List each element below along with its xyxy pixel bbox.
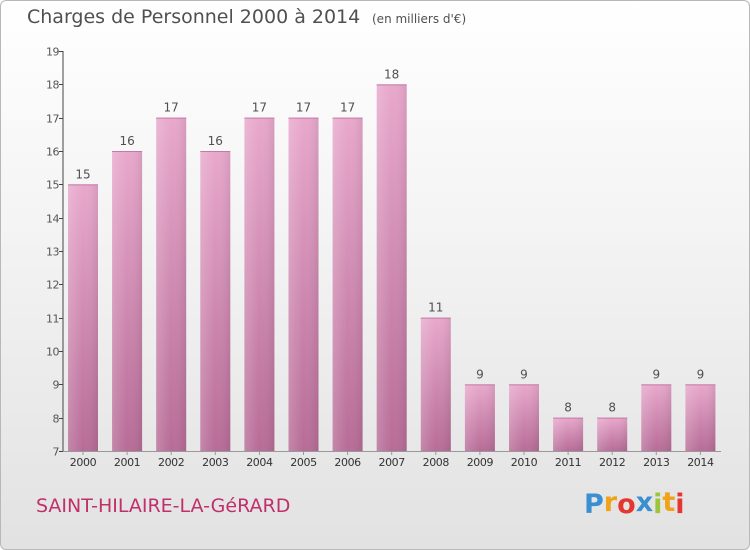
x-tick-label: 2014 bbox=[687, 456, 714, 469]
y-tick-label: 10 bbox=[46, 346, 59, 359]
data-label: 17 bbox=[296, 101, 311, 115]
y-tick-label: 11 bbox=[46, 313, 59, 326]
bar-shade bbox=[200, 151, 231, 451]
logo-letter: t bbox=[662, 487, 676, 518]
data-label: 9 bbox=[520, 367, 528, 381]
data-label: 9 bbox=[652, 367, 660, 381]
y-tick-label: 14 bbox=[46, 213, 59, 226]
bar-shade bbox=[156, 117, 187, 452]
y-tick-label: 18 bbox=[46, 79, 59, 92]
bar-shade bbox=[112, 151, 143, 451]
x-tick-label: 2000 bbox=[70, 456, 97, 469]
bar-shade bbox=[288, 117, 319, 452]
data-label: 18 bbox=[384, 67, 399, 81]
data-label: 17 bbox=[252, 101, 267, 115]
x-tick-label: 2009 bbox=[467, 456, 494, 469]
logo-letter: x bbox=[635, 487, 654, 518]
data-label: 9 bbox=[476, 367, 484, 381]
bar-shade bbox=[420, 317, 451, 451]
data-label: 17 bbox=[340, 101, 355, 115]
proxiti-logo: Proxiti bbox=[584, 487, 685, 520]
x-tick-label: 2011 bbox=[555, 456, 581, 469]
x-tick-label: 2008 bbox=[423, 456, 450, 469]
y-tick-label: 17 bbox=[46, 113, 59, 126]
logo-letter: i bbox=[653, 489, 663, 520]
bar-shade bbox=[376, 84, 407, 451]
x-tick-label: 2012 bbox=[599, 456, 625, 469]
bar-shade bbox=[553, 417, 584, 451]
y-tick-label: 7 bbox=[53, 446, 60, 459]
x-tick-label: 2010 bbox=[511, 456, 538, 469]
bar-shade bbox=[464, 384, 495, 451]
bar-shade bbox=[244, 117, 275, 452]
data-label: 8 bbox=[564, 401, 572, 415]
data-label: 11 bbox=[428, 301, 443, 315]
x-tick-label: 2006 bbox=[334, 456, 361, 469]
y-tick-label: 15 bbox=[46, 179, 59, 192]
logo-letter: o bbox=[617, 489, 636, 520]
x-tick-label: 2001 bbox=[114, 456, 140, 469]
data-label: 8 bbox=[608, 401, 616, 415]
data-label: 16 bbox=[119, 134, 134, 148]
bar-shade bbox=[332, 117, 363, 452]
data-label: 16 bbox=[208, 134, 223, 148]
x-tick-label: 2005 bbox=[290, 456, 317, 469]
logo-letter: P bbox=[584, 489, 604, 520]
bar-shade bbox=[641, 384, 672, 451]
y-tick-label: 13 bbox=[46, 246, 59, 259]
data-label: 9 bbox=[697, 367, 705, 381]
x-tick-label: 2002 bbox=[158, 456, 184, 469]
logo-letter: i bbox=[675, 489, 685, 520]
y-tick-label: 12 bbox=[46, 279, 59, 292]
x-tick-label: 2003 bbox=[202, 456, 229, 469]
data-label: 17 bbox=[164, 101, 179, 115]
data-label: 15 bbox=[75, 167, 90, 181]
commune-name: SAINT-HILAIRE-LA-GéRARD bbox=[36, 495, 291, 517]
x-tick-label: 2007 bbox=[378, 456, 405, 469]
bar-shade bbox=[68, 184, 98, 452]
x-tick-label: 2013 bbox=[643, 456, 670, 469]
bar-shade bbox=[509, 384, 539, 451]
bar-shade bbox=[685, 384, 716, 451]
chart-title: Charges de Personnel 2000 à 2014 bbox=[27, 6, 361, 28]
y-tick-label: 9 bbox=[53, 379, 60, 392]
chart-bars bbox=[68, 84, 716, 452]
y-tick-label: 19 bbox=[46, 46, 59, 59]
chart-axes: 7 8 9 10 11 12 13 14 15 16 17 18 19 bbox=[46, 46, 721, 459]
x-tick-label: 2004 bbox=[246, 456, 273, 469]
y-tick-label: 8 bbox=[53, 413, 60, 426]
logo-letter: r bbox=[603, 487, 618, 518]
y-tick-label: 16 bbox=[46, 146, 59, 159]
bar-shade bbox=[597, 417, 628, 451]
chart-unit: (en milliers d'€) bbox=[372, 12, 467, 26]
chart-labels: 15 2000 16 2001 17 2002 16 2003 17 2004 17 2005 17 20… bbox=[70, 67, 715, 469]
